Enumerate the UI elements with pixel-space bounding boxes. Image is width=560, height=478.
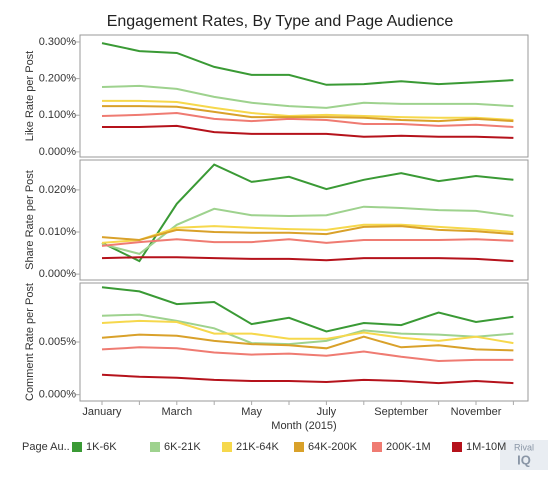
x-tick-label: September [374,406,428,418]
x-tick-label: July [317,406,337,418]
series-line [101,256,514,263]
logo-text: IQ [517,452,531,467]
series-line [101,225,514,242]
legend-swatch [294,442,304,452]
series-line [101,238,514,247]
series-line [101,42,514,86]
y-tick-label: 0.200% [39,73,77,85]
series-line [101,319,514,345]
legend-label: 200K-1M [386,441,431,453]
y-tick-label: 0.100% [39,109,77,121]
legend-swatch [222,442,232,452]
y-axis-label: Share Rate per Post [24,170,36,270]
series-line [101,286,514,333]
legend-label: 1M-10M [466,441,506,453]
logo-box [500,440,548,470]
legend-swatch [150,442,160,452]
y-tick-label: 0.000% [39,146,77,158]
y-axis-label: Like Rate per Post [24,51,36,142]
legend-label: 21K-64K [236,441,279,453]
y-tick-label: 0.000% [39,268,77,280]
series-line [102,105,514,123]
logo-text: Rival [514,442,534,452]
series-line [102,124,514,139]
legend-swatch [452,442,462,452]
legend-swatch [72,442,82,452]
legend-label: 6K-21K [164,441,201,453]
legend-title: Page Au.. [22,441,70,453]
x-axis-label: Month (2015) [271,420,336,432]
x-tick-label: November [451,406,502,418]
y-tick-label: 0.010% [39,226,77,238]
series-line [101,223,514,244]
legend-swatch [372,442,382,452]
panel-frame [79,34,529,158]
y-axis-label: Comment Rate per Post [24,283,36,401]
legend-label: 1K-6K [86,441,117,453]
y-tick-label: 0.000% [39,389,77,401]
series-line [101,163,514,263]
x-tick-label: March [162,406,193,418]
y-tick-label: 0.300% [39,36,77,48]
series-line [101,111,514,128]
y-tick-label: 0.005% [39,336,77,348]
series-line [101,84,514,109]
series-line [102,99,514,121]
series-line [101,373,514,385]
chart-title: Engagement Rates, By Type and Page Audie… [107,13,454,30]
x-tick-label: May [241,406,262,418]
series-line [101,313,514,346]
series-line [101,346,514,363]
panel-frame [79,159,529,281]
x-tick-label: January [82,406,122,418]
series-line [101,333,514,352]
legend-label: 64K-200K [308,441,358,453]
y-tick-label: 0.020% [39,184,77,196]
